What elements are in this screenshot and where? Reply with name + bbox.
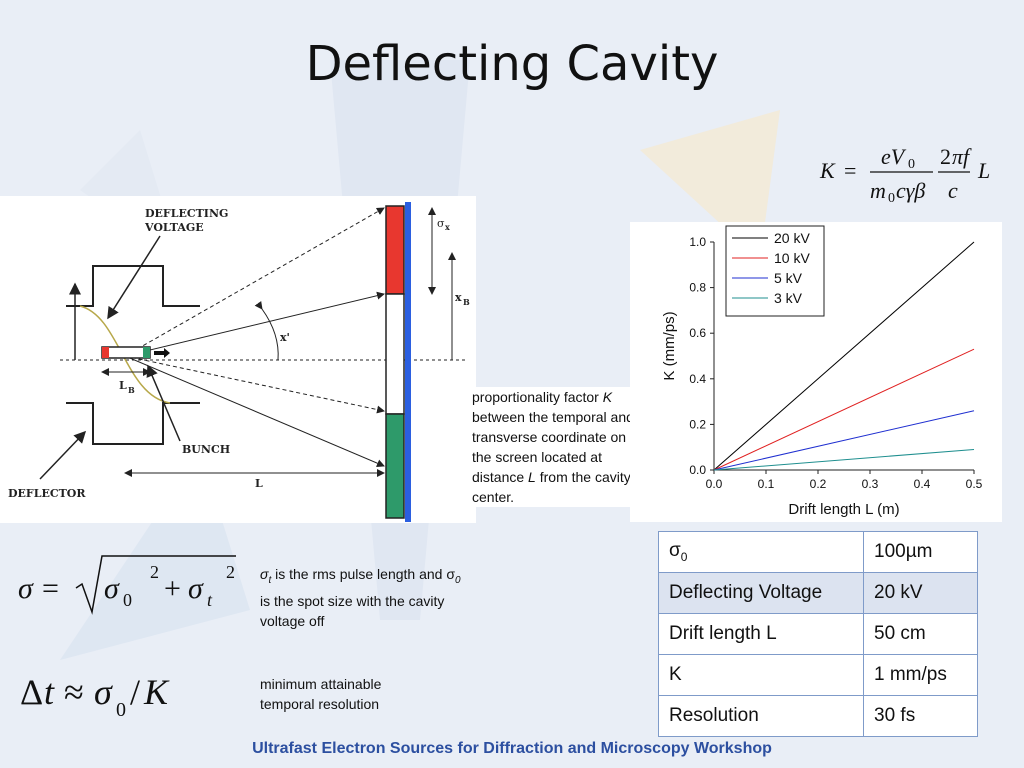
table-row: Drift length L 50 cm — [658, 613, 978, 655]
label-bunch: BUNCH — [182, 443, 230, 456]
deflecting-cavity-diagram: DEFLECTING VOLTAGE BUNCH DEFLECTOR L L B… — [0, 196, 476, 523]
svg-text:σ: σ — [188, 572, 204, 605]
chart-y-tick-label: 0.8 — [689, 281, 706, 295]
svg-text:=: = — [844, 158, 856, 183]
table-cell-label: Drift length L — [658, 613, 864, 655]
screen-green-segment — [385, 413, 405, 519]
svg-text:0: 0 — [888, 191, 895, 206]
resolution-equation: Δ t ≈ σ 0 / K — [20, 672, 170, 721]
svg-text:2: 2 — [940, 144, 951, 169]
svg-text:cγβ: cγβ — [896, 178, 925, 203]
chart-x-tick-label: 0.3 — [862, 477, 879, 491]
bunch-shape — [101, 346, 151, 359]
chart-legend-label: 5 kV — [774, 270, 803, 286]
table-cell-value: 20 kV — [863, 572, 978, 614]
chart-x-tick-label: 0.4 — [914, 477, 931, 491]
svg-text:σ: σ — [94, 672, 113, 712]
svg-text:x: x — [445, 222, 450, 232]
table-cell-label: Deflecting Voltage — [658, 572, 864, 614]
slide-title: Deflecting Cavity — [305, 36, 719, 92]
sigma-equation: σ = σ 0 2 + σ t 2 — [18, 555, 236, 615]
svg-text:≈: ≈ — [64, 672, 84, 712]
chart-y-tick-label: 0.4 — [689, 372, 706, 386]
chart-y-tick-label: 0.6 — [689, 326, 706, 340]
svg-text:=: = — [42, 572, 59, 605]
svg-text:B: B — [463, 297, 470, 307]
label-voltage: VOLTAGE — [144, 221, 204, 234]
svg-text:eV: eV — [881, 144, 907, 169]
label-deflecting: DEFLECTING — [145, 207, 228, 220]
k-vs-drift-chart: 0.0 0.1 0.2 0.3 0.4 0.5 0.0 0.2 0.4 0.6 0.8 1.0 20 k… — [630, 222, 1002, 522]
parameters-table: σ0 100µm Deflecting Voltage 20 kV Drift leng… — [658, 531, 978, 737]
table-row: Resolution 30 fs — [658, 695, 978, 737]
chart-legend-label: 10 kV — [774, 250, 810, 266]
chart-x-label: Drift length L (m) — [788, 501, 899, 518]
svg-text:σ: σ — [104, 572, 120, 605]
table-row: σ0 100µm — [658, 531, 978, 573]
label-deflector: DEFLECTOR — [8, 487, 86, 500]
chart-y-tick-label: 1.0 — [689, 235, 706, 249]
slide-footer: Ultrafast Electron Sources for Diffracti… — [252, 740, 772, 757]
screen-red-segment — [385, 205, 405, 295]
svg-text:+: + — [164, 572, 181, 605]
svg-text:2: 2 — [226, 562, 235, 582]
chart-legend-label: 20 kV — [774, 230, 810, 246]
svg-text:K: K — [143, 672, 170, 712]
chart-x-tick-label: 0.0 — [706, 477, 723, 491]
table-cell-label: Resolution — [658, 695, 864, 737]
svg-text:2: 2 — [150, 562, 159, 582]
svg-text:0: 0 — [908, 157, 915, 172]
table-cell-value: 100µm — [863, 531, 978, 573]
screen-blue-bar — [405, 202, 411, 522]
chart-legend — [725, 225, 825, 317]
svg-text:Δ: Δ — [20, 672, 43, 712]
chart-series-line — [713, 448, 975, 471]
svg-text:L: L — [977, 158, 990, 183]
chart-series-line — [713, 348, 975, 471]
svg-text:/: / — [130, 672, 140, 712]
svg-text:t: t — [207, 590, 213, 610]
table-cell-label: K — [658, 654, 864, 696]
svg-text:t: t — [44, 672, 55, 712]
table-cell-value: 50 cm — [863, 613, 978, 655]
svg-text:σ: σ — [18, 572, 34, 605]
resolution-note: minimum attainable temporal resolution — [260, 676, 382, 712]
chart-x-tick-label: 0.2 — [810, 477, 827, 491]
sigma-note: σt is the rms pulse length and σ0 is the… — [260, 566, 461, 629]
chart-y-tick-label: 0.0 — [689, 463, 706, 477]
chart-y-label: K (mm/ps) — [661, 311, 678, 380]
label-xb: x — [455, 291, 462, 304]
label-xprime: x' — [280, 331, 290, 344]
svg-text:K: K — [819, 158, 836, 183]
table-row: Deflecting Voltage 20 kV — [658, 572, 978, 614]
chart-series-line — [713, 410, 975, 471]
chart-legend-label: 3 kV — [774, 290, 803, 306]
table-cell-label: σ0 — [658, 531, 864, 573]
chart-x-tick-label: 0.1 — [758, 477, 775, 491]
label-sigma-x: σ — [437, 217, 445, 230]
svg-text:B: B — [128, 385, 135, 395]
svg-text:m: m — [870, 178, 886, 203]
svg-text:0: 0 — [116, 699, 126, 721]
label-l: L — [255, 477, 263, 490]
svg-text:0: 0 — [123, 590, 132, 610]
label-lb: L — [119, 379, 127, 392]
svg-text:πf: πf — [952, 144, 972, 169]
svg-text:c: c — [948, 178, 958, 203]
chart-series-line — [713, 241, 975, 471]
table-cell-value: 30 fs — [863, 695, 978, 737]
table-cell-value: 1 mm/ps — [863, 654, 978, 696]
chart-x-tick-label: 0.5 — [966, 477, 983, 491]
chart-y-tick-label: 0.2 — [689, 417, 706, 431]
